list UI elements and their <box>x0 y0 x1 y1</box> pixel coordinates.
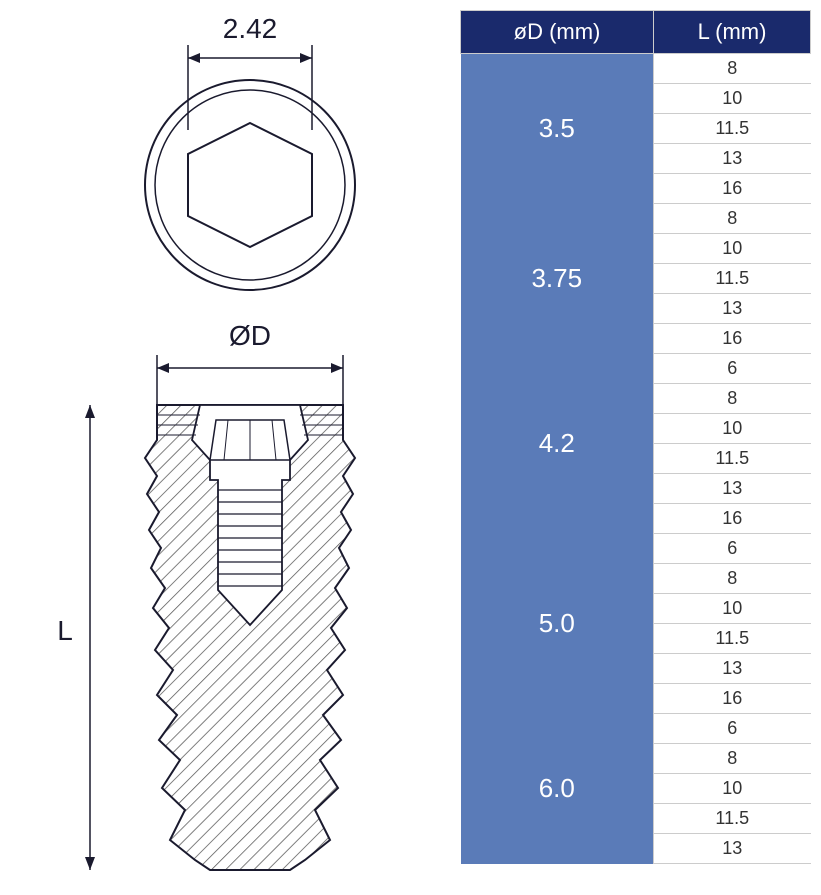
length-cell: 6 <box>654 354 811 384</box>
technical-drawing: 2.42 ØD L <box>10 10 440 885</box>
length-cell: 13 <box>654 474 811 504</box>
length-cell: 11.5 <box>654 114 811 144</box>
diameter-cell: 3.5 <box>461 54 654 204</box>
length-cell: 8 <box>654 384 811 414</box>
length-label: L <box>57 615 73 646</box>
table-row: 5.06 <box>461 534 811 564</box>
table-row: 6.06 <box>461 714 811 744</box>
length-cell: 13 <box>654 654 811 684</box>
length-cell: 11.5 <box>654 264 811 294</box>
length-cell: 8 <box>654 564 811 594</box>
header-length: L (mm) <box>654 11 811 54</box>
length-cell: 13 <box>654 144 811 174</box>
length-cell: 16 <box>654 174 811 204</box>
length-cell: 16 <box>654 684 811 714</box>
diameter-cell: 4.2 <box>461 354 654 534</box>
table-row: 3.58 <box>461 54 811 84</box>
length-cell: 10 <box>654 594 811 624</box>
length-cell: 16 <box>654 504 811 534</box>
table-row: 3.758 <box>461 204 811 234</box>
top-circle <box>145 80 355 290</box>
diameter-cell: 3.75 <box>461 204 654 354</box>
dimension-table-wrapper: øD (mm) L (mm) 3.581011.513163.7581011.5… <box>460 10 811 885</box>
length-cell: 13 <box>654 294 811 324</box>
length-cell: 10 <box>654 414 811 444</box>
diameter-cell: 6.0 <box>461 714 654 864</box>
length-cell: 8 <box>654 204 811 234</box>
length-cell: 11.5 <box>654 624 811 654</box>
implant-side-view <box>145 405 355 870</box>
diameter-label: ØD <box>229 320 271 351</box>
hex-width-label: 2.42 <box>223 13 278 44</box>
length-cell: 10 <box>654 774 811 804</box>
hex-socket <box>188 123 312 247</box>
header-diameter: øD (mm) <box>461 11 654 54</box>
implant-diagram-svg: 2.42 ØD L <box>10 10 440 880</box>
length-cell: 16 <box>654 324 811 354</box>
length-cell: 8 <box>654 744 811 774</box>
length-cell: 10 <box>654 84 811 114</box>
length-cell: 11.5 <box>654 804 811 834</box>
length-cell: 11.5 <box>654 444 811 474</box>
length-cell: 6 <box>654 534 811 564</box>
diameter-cell: 5.0 <box>461 534 654 714</box>
length-cell: 13 <box>654 834 811 864</box>
length-cell: 8 <box>654 54 811 84</box>
dimension-table: øD (mm) L (mm) 3.581011.513163.7581011.5… <box>460 10 811 864</box>
table-row: 4.26 <box>461 354 811 384</box>
length-cell: 10 <box>654 234 811 264</box>
length-cell: 6 <box>654 714 811 744</box>
